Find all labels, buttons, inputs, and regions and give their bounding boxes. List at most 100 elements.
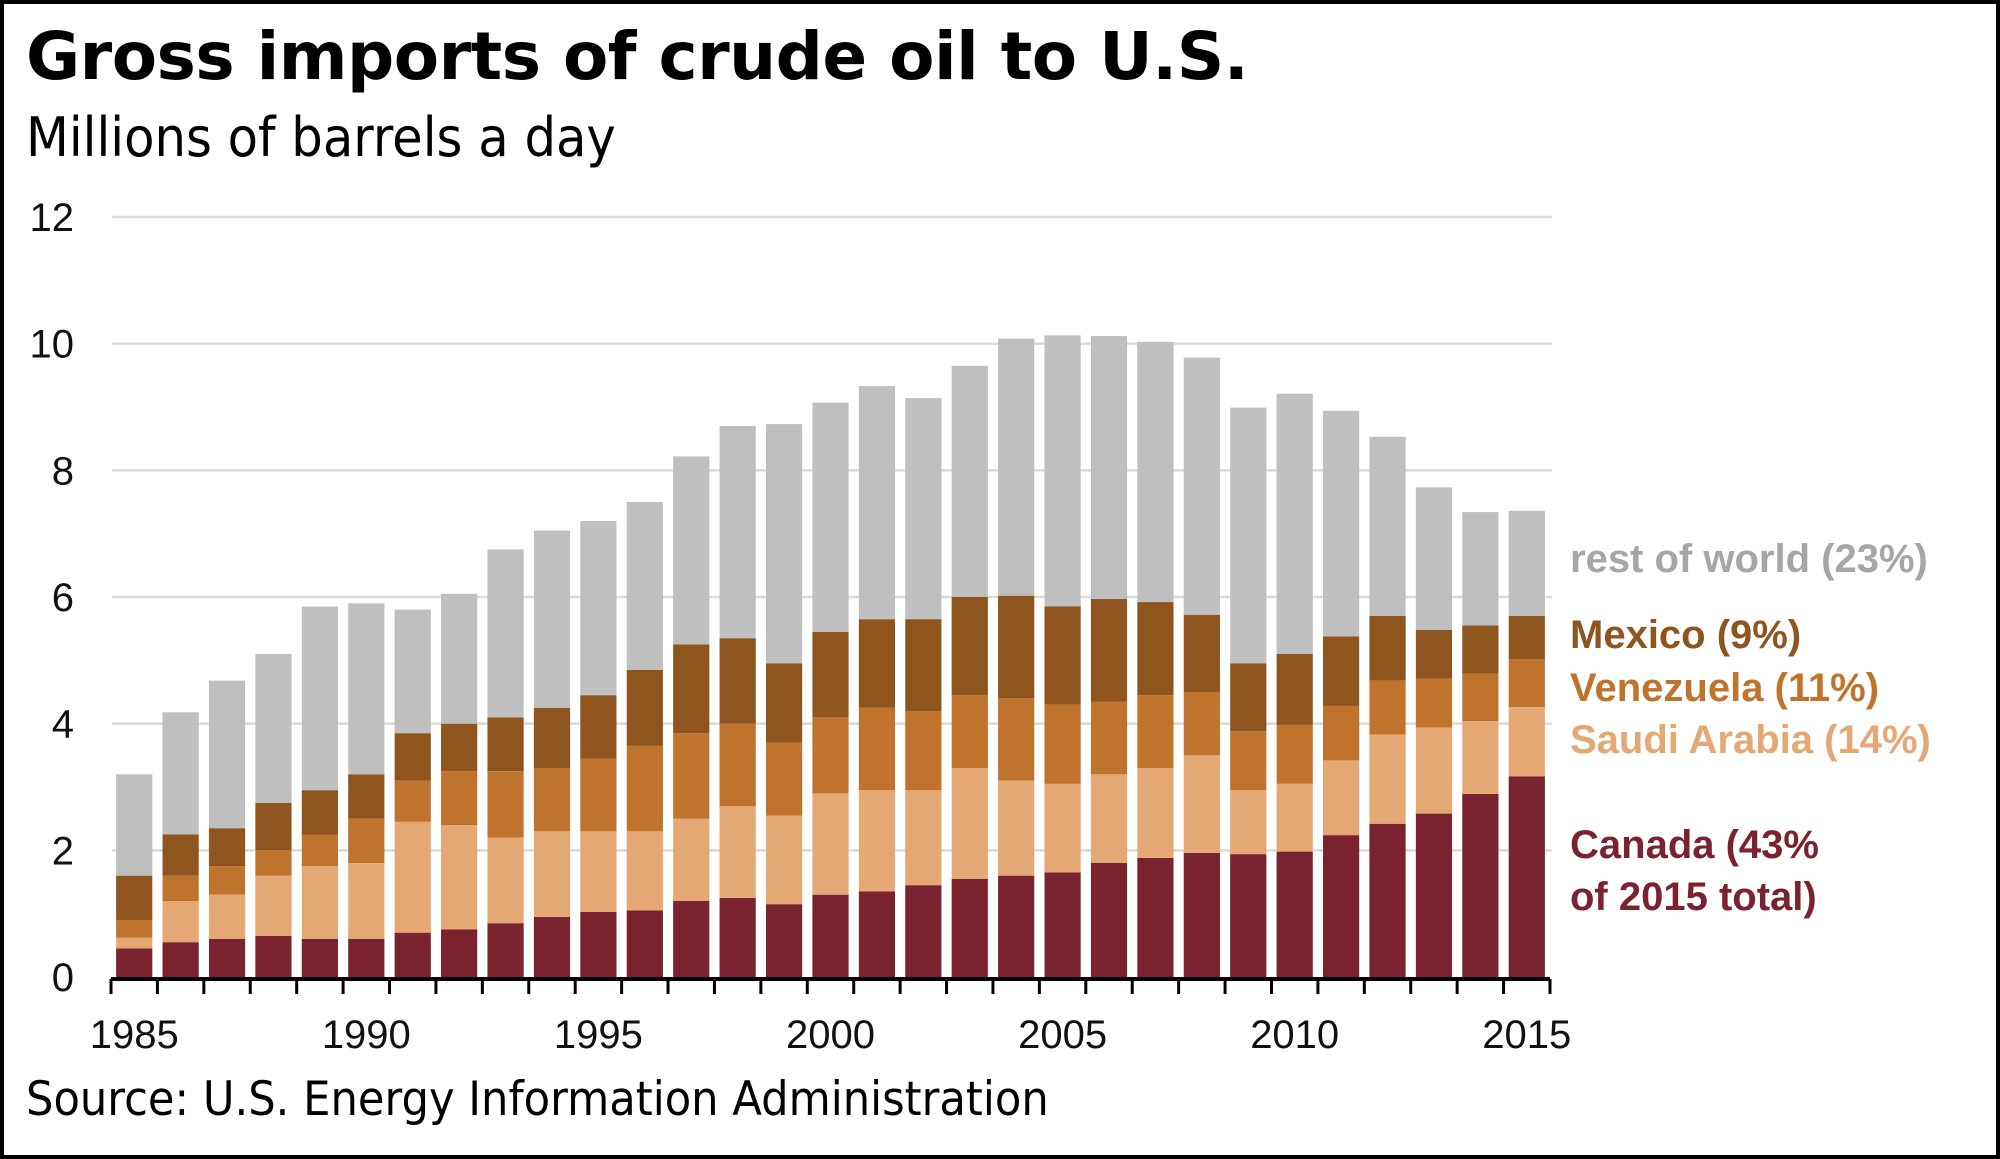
bar-segment-canada (487, 923, 524, 977)
y-tick-label: 2 (52, 829, 74, 873)
bar-segment-venezuela (441, 771, 478, 825)
bar-segment-rest-of-world (1276, 393, 1313, 654)
bar-segment-mexico (301, 790, 338, 835)
bar-segment-venezuela (858, 707, 896, 791)
bar-stack-1998 (719, 426, 756, 977)
bar-segment-rest-of-world (208, 680, 246, 829)
bar-stack-1997 (673, 456, 710, 977)
bar-segment-rest-of-world (301, 606, 338, 791)
bar-segment-rest-of-world (765, 424, 803, 664)
chart-subtitle: Millions of barrels a day (26, 106, 616, 169)
bar-segment-saudi-arabia (765, 815, 803, 905)
bar-segment-venezuela (301, 834, 338, 867)
bar-segment-mexico (255, 802, 292, 851)
bar-segment-mexico (487, 717, 524, 772)
legend-label-rest-of-world: rest of world (23%) (1570, 537, 1928, 581)
bar-segment-venezuela (1230, 731, 1267, 791)
bar-segment-mexico (1323, 636, 1360, 706)
bar-segment-venezuela (673, 733, 710, 819)
chart-title: Gross imports of crude oil to U.S. (26, 18, 1249, 95)
bar-segment-canada (1323, 835, 1360, 977)
bar-segment-saudi-arabia (626, 831, 663, 911)
bar-segment-canada (580, 911, 617, 977)
x-tick-label: 1985 (90, 1013, 179, 1057)
bar-stack-2008 (1183, 357, 1220, 977)
bar-stack-1994 (533, 530, 571, 977)
bar-segment-mexico (951, 597, 988, 696)
bar-segment-saudi-arabia (1276, 783, 1313, 852)
legend-label-venezuela: Venezuela (11%) (1570, 666, 1879, 710)
stacked-bar-chart: 0 2 4 6 8 10 12 1985 1990 1995 2000 2005 2010 2015 C… (30, 196, 1931, 1057)
bar-segment-canada (765, 904, 803, 977)
bar-segment-venezuela (719, 723, 756, 806)
y-tick-label: 10 (30, 323, 75, 367)
legend-label-mexico: Mexico (9%) (1570, 613, 1801, 657)
bar-segment-canada (1508, 776, 1545, 977)
bar-stack-2004 (998, 338, 1035, 977)
source-note: Source: U.S. Energy Information Administ… (26, 1072, 1049, 1127)
bar-stack-1986 (162, 712, 199, 977)
bar-stack-1987 (208, 680, 246, 977)
bar-segment-rest-of-world (1183, 357, 1220, 615)
x-tick-label: 1995 (554, 1013, 643, 1057)
bar-segment-saudi-arabia (301, 866, 338, 939)
bar-segment-saudi-arabia (1415, 727, 1453, 814)
bar-segment-saudi-arabia (255, 875, 292, 936)
bar-segment-saudi-arabia (1230, 790, 1267, 855)
bar-segment-canada (1415, 813, 1453, 977)
bar-segment-rest-of-world (858, 386, 896, 620)
bar-segment-venezuela (765, 742, 803, 816)
bar-segment-canada (1276, 851, 1313, 977)
bar-segment-mexico (1183, 614, 1220, 692)
bar-segment-rest-of-world (1369, 436, 1406, 616)
bar-stack-2005 (1044, 335, 1081, 977)
bar-segment-rest-of-world (1044, 335, 1081, 607)
bar-segment-rest-of-world (812, 402, 849, 632)
bar-segment-saudi-arabia (812, 793, 849, 895)
bar-segment-canada (998, 875, 1035, 977)
bar-segment-venezuela (116, 920, 153, 938)
bar-segment-canada (1090, 863, 1128, 977)
bar-segment-mexico (1137, 602, 1174, 696)
bar-segment-saudi-arabia (348, 863, 385, 939)
bar-stack-2015 (1508, 510, 1545, 977)
y-tick-label: 6 (52, 576, 74, 620)
bar-segment-canada (162, 942, 199, 977)
bar-segment-mexico (116, 875, 153, 920)
bar-segment-saudi-arabia (1508, 707, 1545, 777)
bar-segment-mexico (1462, 625, 1499, 674)
bar-segment-venezuela (1090, 701, 1128, 775)
bar-segment-saudi-arabia (998, 780, 1035, 876)
legend: Canada (43% of 2015 total) Saudi Arabia (1… (1570, 537, 1931, 919)
bar-segment-saudi-arabia (394, 821, 431, 933)
bar-segment-mexico (1090, 598, 1128, 702)
bar-segment-venezuela (1183, 692, 1220, 756)
bar-stack-1993 (487, 549, 524, 977)
bar-stack-2013 (1415, 487, 1453, 977)
legend-label-canada-line2: of 2015 total) (1570, 875, 1817, 919)
bar-segment-venezuela (1369, 680, 1406, 735)
bar-segment-saudi-arabia (162, 901, 199, 943)
bar-segment-saudi-arabia (719, 806, 756, 898)
bar-segment-venezuela (533, 768, 571, 832)
bar-segment-saudi-arabia (1369, 734, 1406, 824)
bar-segment-mexico (1508, 616, 1545, 660)
legend-label-saudi-arabia: Saudi Arabia (14%) (1570, 718, 1931, 762)
bar-segment-mexico (441, 723, 478, 772)
bar-stack-1985 (116, 774, 153, 977)
bar-segment-rest-of-world (1323, 410, 1360, 637)
bar-segment-canada (301, 939, 338, 977)
bar-segment-saudi-arabia (1090, 774, 1128, 863)
bar-segment-canada (905, 885, 942, 977)
bar-segment-venezuela (255, 850, 292, 876)
bar-segment-rest-of-world (162, 712, 199, 835)
bar-segment-mexico (208, 828, 246, 867)
bar-segment-canada (951, 878, 988, 977)
bar-segment-mexico (580, 695, 617, 759)
bar-segment-canada (1044, 872, 1081, 977)
bar-segment-saudi-arabia (533, 831, 571, 917)
bar-stack-1990 (348, 603, 385, 977)
x-tick-label: 2015 (1482, 1013, 1571, 1057)
y-tick-label: 12 (30, 196, 75, 240)
